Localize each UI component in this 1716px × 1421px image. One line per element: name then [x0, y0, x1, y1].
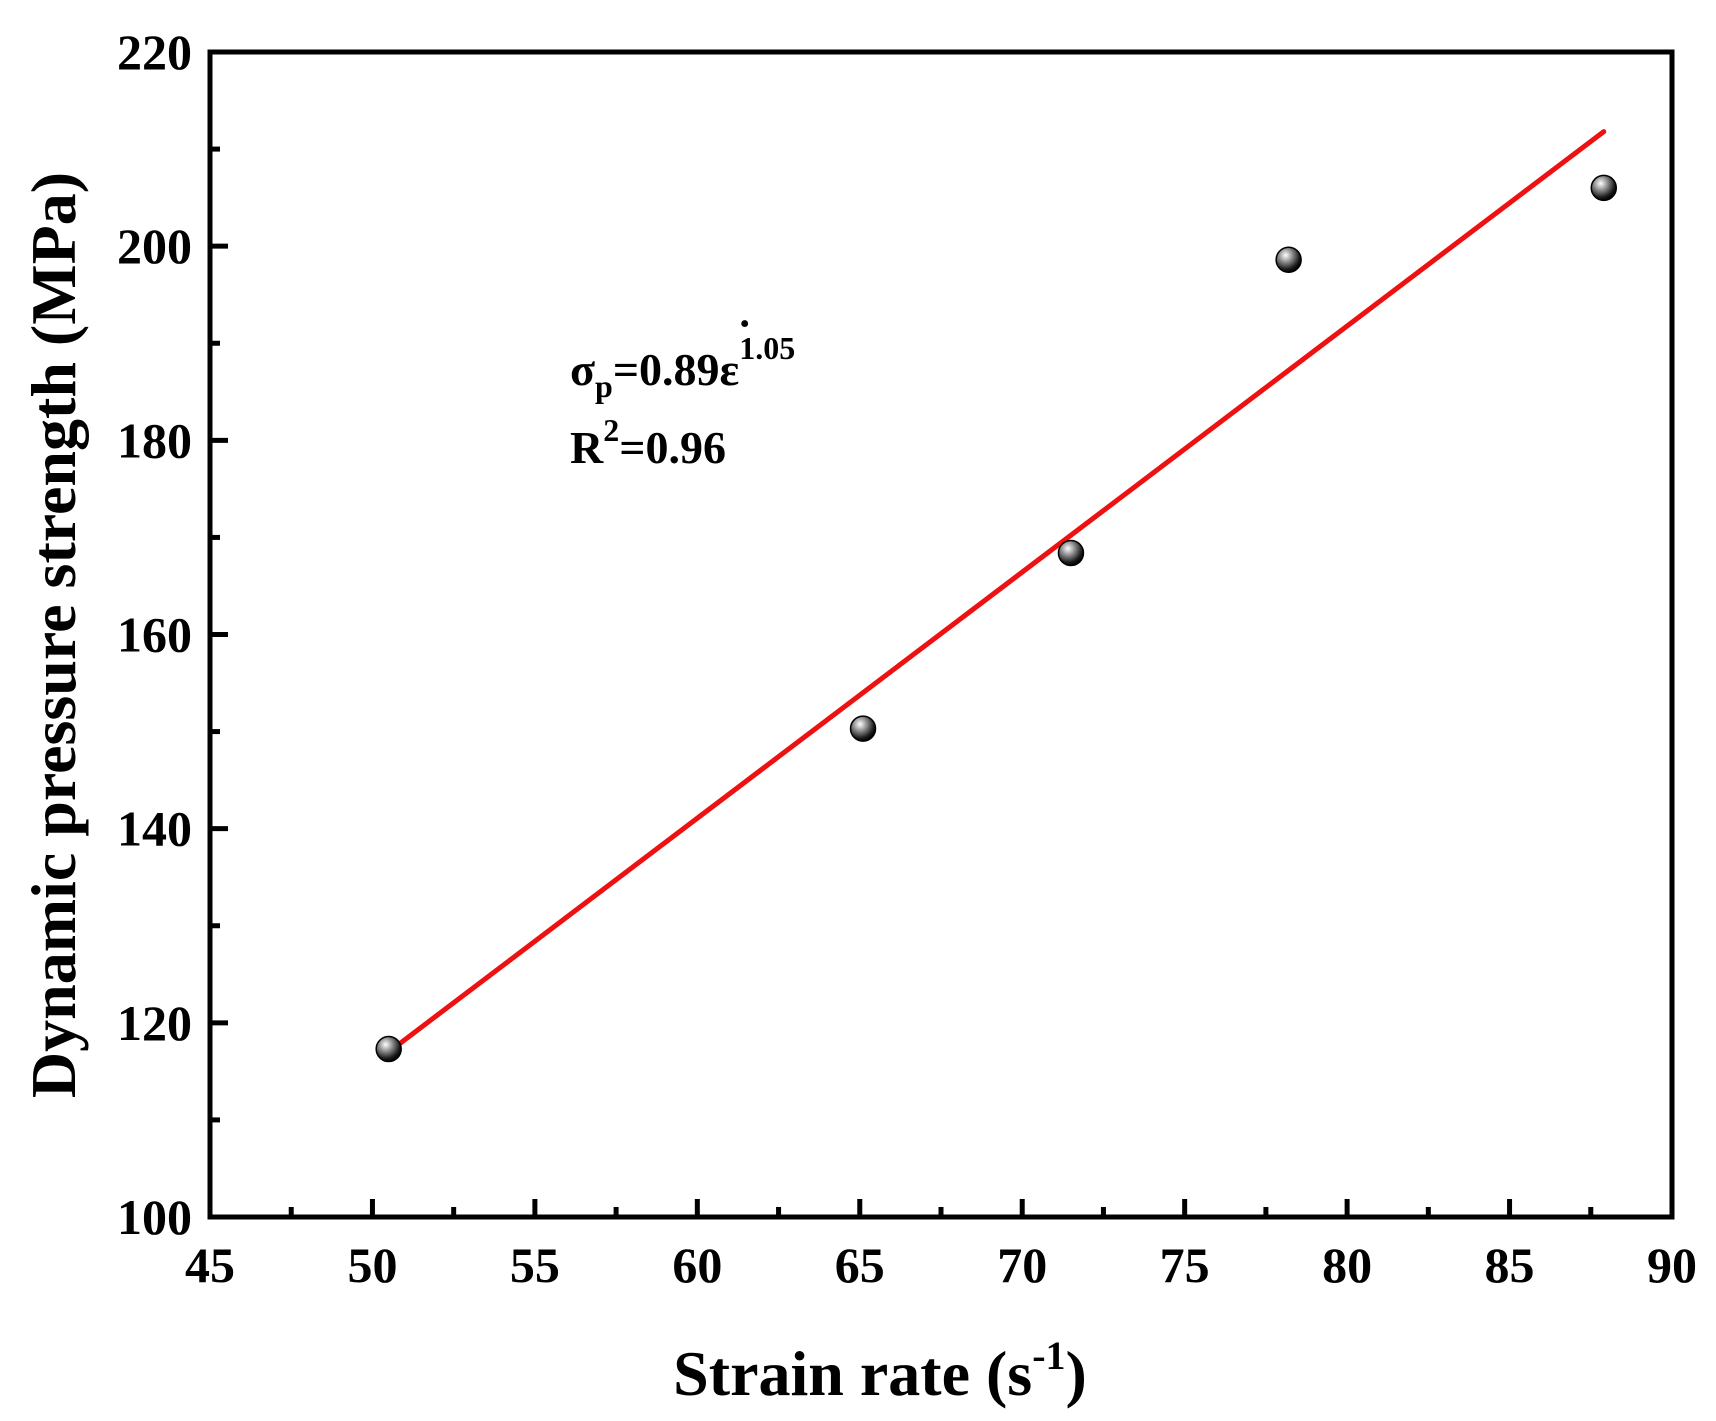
data-point	[1057, 539, 1085, 567]
x-tick-label: 70	[997, 1237, 1047, 1293]
y-tick-label: 140	[117, 801, 192, 857]
x-axis-tick-labels: 45 50 55 60 65 70 75 80 85 90	[185, 1237, 1697, 1293]
x-axis-title: Strain rate (s-1)	[673, 1333, 1087, 1409]
x-axis-ticks	[207, 1199, 1675, 1217]
data-point	[849, 715, 877, 742]
fit-equation: σp=0.89ε1.05	[570, 330, 795, 404]
y-tick-label: 100	[117, 1189, 192, 1245]
y-tick-label: 200	[117, 218, 192, 274]
equation-coefficient: =0.89	[613, 344, 720, 395]
fit-line	[386, 129, 1607, 1055]
y-axis-title: Dynamic pressure strength (MPa)	[18, 172, 89, 1098]
r2-value: =0.96	[619, 422, 726, 473]
x-tick-label: 60	[672, 1237, 722, 1293]
x-tick-label: 45	[185, 1237, 235, 1293]
y-tick-label: 120	[117, 995, 192, 1051]
x-tick-label: 90	[1647, 1237, 1697, 1293]
y-axis-tick-labels: 100 120 140 160 180 200 220	[117, 24, 192, 1245]
x-tick-label: 65	[835, 1237, 885, 1293]
x-axis-title-superscript: -1	[1032, 1333, 1065, 1378]
data-point	[375, 1035, 402, 1063]
equation-epsilon: ε	[720, 344, 740, 395]
data-point	[1275, 246, 1302, 274]
equation-epsilon-dot: ˙	[737, 311, 752, 362]
equation-sigma: σ	[570, 344, 595, 395]
x-tick-label: 75	[1160, 1237, 1210, 1293]
point-layer	[375, 174, 1618, 1063]
x-axis-title-text: Strain rate (s	[673, 1338, 1032, 1409]
y-tick-label: 180	[117, 412, 192, 468]
x-tick-label: 80	[1322, 1237, 1372, 1293]
r2-superscript: 2	[603, 412, 619, 448]
y-axis-ticks	[210, 49, 228, 1220]
y-tick-label: 160	[117, 607, 192, 663]
equation-exponent: 1.05	[739, 330, 795, 366]
r2-letter: R	[570, 422, 604, 473]
y-tick-label: 220	[117, 24, 192, 80]
equation-sigma-subscript: p	[595, 368, 613, 404]
fit-layer	[386, 129, 1607, 1055]
x-axis-title-close: )	[1066, 1338, 1087, 1409]
x-tick-label: 85	[1485, 1237, 1535, 1293]
x-tick-label: 55	[510, 1237, 560, 1293]
data-point	[1590, 174, 1618, 202]
fit-r-squared: R2=0.96	[570, 412, 726, 473]
x-tick-label: 50	[347, 1237, 397, 1293]
